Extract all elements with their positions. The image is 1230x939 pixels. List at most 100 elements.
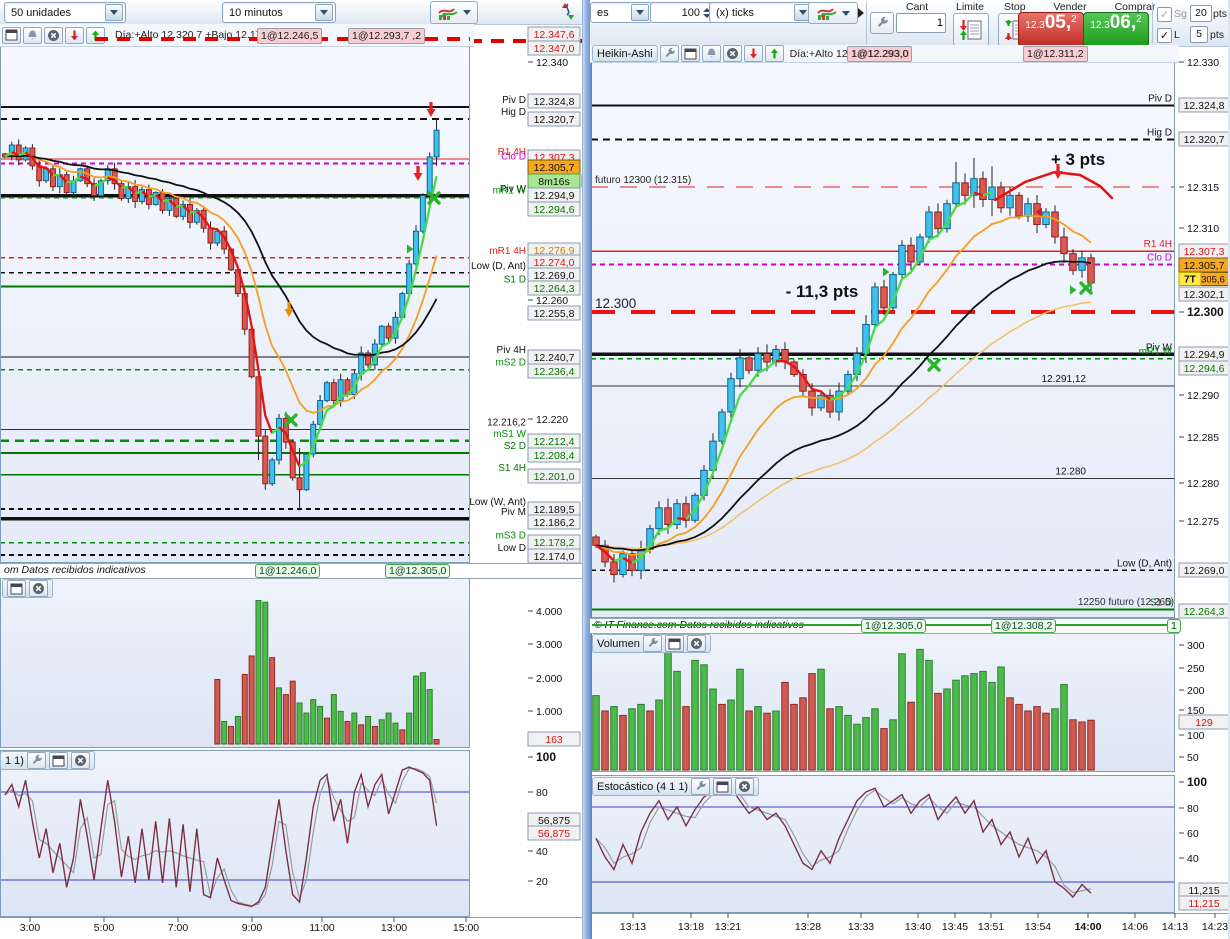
- wrench-icon[interactable]: [691, 778, 711, 795]
- price-scale-label: 12.264,3: [1178, 603, 1230, 619]
- restore-window-icon[interactable]: [664, 635, 684, 652]
- trade-marker: [927, 358, 941, 372]
- price-scale-label: 12.302,1: [1178, 286, 1230, 302]
- restore-window-icon[interactable]: [713, 778, 733, 795]
- price-level-label: S1 4H: [498, 463, 526, 474]
- price-level-label: Piv D: [1148, 93, 1172, 104]
- wrench-icon[interactable]: [659, 45, 679, 62]
- sell-arrow-icon[interactable]: [743, 45, 763, 62]
- price-scale-label: 12.240,7: [527, 349, 581, 365]
- chart-text: 12.290: [1187, 390, 1219, 402]
- trailing-stop-checkbox[interactable]: ✓: [1157, 7, 1172, 22]
- chart-text: 200: [1187, 685, 1205, 697]
- vender-label: Vender: [1053, 1, 1087, 13]
- close-icon[interactable]: [686, 635, 706, 652]
- stochastic-main-line: [4, 766, 438, 908]
- price-scale-label: 200: [1179, 685, 1205, 697]
- chevron-down-icon[interactable]: [105, 4, 123, 21]
- time-axis-label: 11:00: [309, 922, 335, 934]
- limit-order-button[interactable]: [953, 13, 989, 46]
- volume-bars-layer: [214, 600, 440, 745]
- restore-window-icon[interactable]: [48, 752, 68, 769]
- buy-button[interactable]: 12.3 06, 2: [1083, 12, 1149, 47]
- close-icon[interactable]: [735, 778, 755, 795]
- alert-bell-icon[interactable]: [701, 45, 721, 62]
- spinner-arrows-icon[interactable]: [703, 7, 711, 18]
- units-dropdown[interactable]: 50 unidades: [4, 2, 126, 23]
- price-scale-label: 12.212,4: [527, 433, 581, 449]
- chart-text: 12.236,4: [534, 366, 575, 378]
- wrench-icon[interactable]: [26, 752, 46, 769]
- restore-window-icon[interactable]: [680, 45, 700, 62]
- chart-text: 12.347,6: [534, 29, 575, 41]
- price-scale-label: 12.294,9: [527, 187, 581, 203]
- restore-window-icon[interactable]: [7, 580, 26, 597]
- sg-pts-input[interactable]: 20: [1190, 5, 1212, 22]
- price-scale-label: 12.315: [1179, 182, 1219, 194]
- chevron-down-icon[interactable]: [631, 4, 649, 21]
- limit-checkbox[interactable]: ✓: [1157, 28, 1172, 43]
- trade-marker: [426, 109, 436, 117]
- alert-bell-icon[interactable]: [23, 26, 42, 44]
- time-axis-label: 14:06: [1122, 921, 1148, 933]
- trade-marker: [284, 413, 298, 427]
- chart-title: Heikin-Ashi: [597, 47, 653, 60]
- chart-text: 12.276,9: [534, 245, 575, 257]
- expand-panel-icon[interactable]: [858, 8, 864, 18]
- stochastic-title: 1 1): [5, 754, 24, 767]
- buy-arrow-icon[interactable]: [764, 45, 784, 62]
- chart-text: 50: [1187, 752, 1199, 764]
- timeframe-dropdown[interactable]: 10 minutos: [222, 2, 336, 23]
- price-scale-label: 80: [1179, 803, 1199, 815]
- right-units-dropdown[interactable]: es: [590, 2, 652, 23]
- wrench-icon[interactable]: [642, 635, 662, 652]
- chart-text: 12.305,7: [534, 162, 575, 174]
- chart-text: 11,215: [1188, 898, 1219, 910]
- close-icon[interactable]: [70, 752, 90, 769]
- time-axis-label: 13:13: [620, 921, 646, 933]
- time-axis-label: 13:33: [848, 921, 874, 933]
- chart-text: 20: [536, 876, 548, 888]
- strategy-icon[interactable]: [558, 2, 578, 22]
- chevron-down-icon[interactable]: [315, 4, 333, 21]
- trade-marker: [1035, 207, 1042, 217]
- time-axis: 13:13 13:18 13:21 13:28 13:33 13:40 13:45 13:51…: [620, 913, 1228, 933]
- price-scale-label: 12.280: [1179, 478, 1219, 490]
- tick-count-spinner[interactable]: 100: [650, 2, 714, 23]
- l-pts-input[interactable]: 5: [1190, 26, 1208, 43]
- tick-mode-dropdown[interactable]: (x) ticks: [709, 2, 815, 23]
- executed-order-label: 1@12.246,0: [255, 564, 321, 578]
- chart-style-button[interactable]: [808, 2, 858, 24]
- chart-text: 150: [1187, 705, 1205, 717]
- price-level-label: Piv D: [502, 95, 526, 106]
- time-axis-label: 14:23: [1202, 921, 1228, 933]
- order-settings-button[interactable]: [870, 12, 894, 34]
- l-label: L: [1174, 29, 1180, 41]
- price-scale-label: 12.305,7: [527, 159, 581, 175]
- time-axis-label: 13:00: [381, 922, 407, 934]
- right-chart-canvas[interactable]: Piv D Hig D futuro 12300 (12.315) R1 4H Clo …: [590, 46, 1230, 939]
- restore-window-icon[interactable]: [2, 26, 21, 44]
- price-level-label: mS1 W: [493, 429, 526, 440]
- sell-arrow-icon[interactable]: [65, 26, 84, 44]
- chart-annotation: - 11,3 pts: [786, 282, 859, 301]
- sell-button[interactable]: 12.3 05, 2: [1018, 12, 1084, 47]
- close-icon[interactable]: [29, 580, 48, 597]
- time-axis-label: 13:28: [795, 921, 821, 933]
- chart-text: 12.208,4: [534, 450, 575, 462]
- price-scale-label: 3.000: [528, 639, 562, 651]
- price-scale-label: 12.285: [1179, 432, 1219, 444]
- quantity-input[interactable]: [896, 13, 946, 33]
- price-scale-label: 12.290: [1179, 390, 1219, 402]
- price-scale-label: 12.340: [528, 57, 568, 69]
- close-icon[interactable]: [722, 45, 742, 62]
- price-scale-label: 1.000: [528, 706, 562, 718]
- close-icon[interactable]: [44, 26, 63, 44]
- time-axis-label: 13:40: [905, 921, 931, 933]
- window-splitter[interactable]: [582, 0, 592, 939]
- chevron-down-icon[interactable]: [794, 4, 812, 21]
- price-scale-label: 12.275: [1179, 516, 1219, 528]
- stop-label: Stop: [1004, 1, 1026, 13]
- chart-style-button[interactable]: [430, 1, 478, 24]
